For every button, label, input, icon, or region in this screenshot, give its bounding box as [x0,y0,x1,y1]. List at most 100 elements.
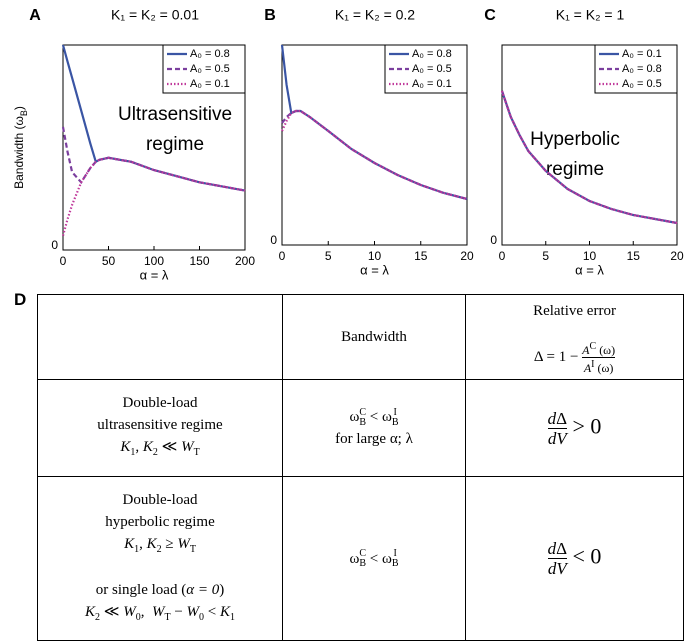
x-axis-label: α = λ [140,267,169,282]
text: T [189,543,196,555]
text: W [123,603,136,620]
cell-line: Relative error [533,302,616,319]
x-tick-label: 10 [368,249,382,263]
cell-line: K1, K2 ≥ WT [124,533,196,561]
text: d [547,539,557,558]
text: ω [349,550,360,567]
x-tick-label: 5 [325,249,332,263]
y-axis-label: Bandwidth (ωB) [12,106,29,189]
text: ≪ [157,439,182,455]
table-cell: Double-load ultrasensitive regime K1, K2 ≪… [38,380,283,477]
text: 2 [156,543,162,555]
cell-line: Bandwidth [341,329,407,345]
legend-label: A₀ = 0.8 [412,48,452,60]
cell-line: Double-load [122,491,198,508]
x-axis-label: α = λ [575,262,604,277]
table-cell: Bandwidth [283,295,466,380]
denominator: AI (ω) [582,358,615,375]
text: < ω [366,409,392,425]
text: A [582,342,590,357]
text: (ω) [596,342,616,357]
text: W [151,603,165,620]
legend-label: A₀ = 0.5 [412,63,452,75]
text: Δ [556,408,567,428]
panel-label: B [264,7,276,24]
data-line [500,90,678,225]
text: (ω) [594,360,614,375]
regime-annotation: regime [546,159,604,180]
subscript: B [359,558,367,570]
regime-annotation: Hyperbolic [530,129,620,150]
text: ω [349,409,360,425]
text: dV [547,428,567,448]
cell-line: or single load (α = 0) [96,579,224,601]
table-cell: dΔ dV < 0 [466,477,684,641]
fraction: dΔ dV [547,408,567,448]
chart-title: K₁ = K₂ = 0.01 [111,7,199,23]
cell-line: dΔ dV > 0 [547,408,602,448]
x-tick-label: 15 [414,249,428,263]
text: W [177,535,190,552]
text: Δ = 1 − [533,348,583,365]
cell-line: for large α; λ [335,431,413,447]
subscript: B [391,416,399,428]
legend-label: A₀ = 0.1 [622,48,662,60]
x-tick-label: 150 [189,254,209,268]
superscript: I [393,548,397,560]
data-line [500,90,678,225]
text: 1 [130,447,136,458]
text: − [170,603,187,620]
text: K [146,535,157,552]
table-cell: Relative error Δ = 1 − AC (ω) AI (ω) [466,295,684,380]
text: 0 [199,611,205,623]
y-tick-label: 0 [490,233,497,247]
text: T [164,611,171,623]
text: T [193,447,200,458]
text: 0 [135,611,141,623]
x-tick-label: 100 [144,254,164,268]
text: K [220,603,231,620]
text: I [591,358,595,370]
cell-line: hyperbolic regime [105,513,215,530]
panel-label: D [14,290,27,309]
text: W [186,603,200,620]
text: > 0 [567,413,602,439]
cell-line: Double-load [122,395,198,411]
text: , [139,535,147,552]
label-part: Bandwidth (ω [12,116,26,189]
subscript: B [359,416,367,428]
text: Δ [556,539,567,558]
table-cell: Double-load hyperbolic regime K1, K2 ≥ WT o… [38,477,283,641]
text: 1 [134,543,140,555]
data-line [500,90,678,225]
denominator: dV [548,559,567,578]
text: < [204,603,220,620]
text: ≪ [100,603,124,620]
legend-label: A₀ = 0.8 [190,48,230,60]
cell-line: ultrasensitive regime [97,417,223,433]
x-tick-label: 0 [499,249,506,263]
regime-annotation: Ultrasensitive [118,104,232,125]
text: W [181,439,194,455]
data-line [61,156,246,236]
x-tick-label: 10 [583,249,597,263]
comparison-table: Bandwidth Relative error Δ = 1 − AC (ω) AI … [37,294,684,641]
x-tick-label: 50 [102,254,116,268]
legend-label: A₀ = 0.5 [190,63,230,75]
text: α = 0 [186,581,220,598]
cell-line: K1, K2 ≪ WT [120,436,199,464]
text: ≥ [161,535,178,552]
numerator: dΔ [547,539,567,559]
data-line [281,109,468,201]
text: 2 [95,611,100,623]
data-line [281,109,468,201]
text: K [142,439,153,455]
x-tick-label: 200 [235,254,255,268]
chart-title: K₁ = K₂ = 1 [556,7,625,23]
